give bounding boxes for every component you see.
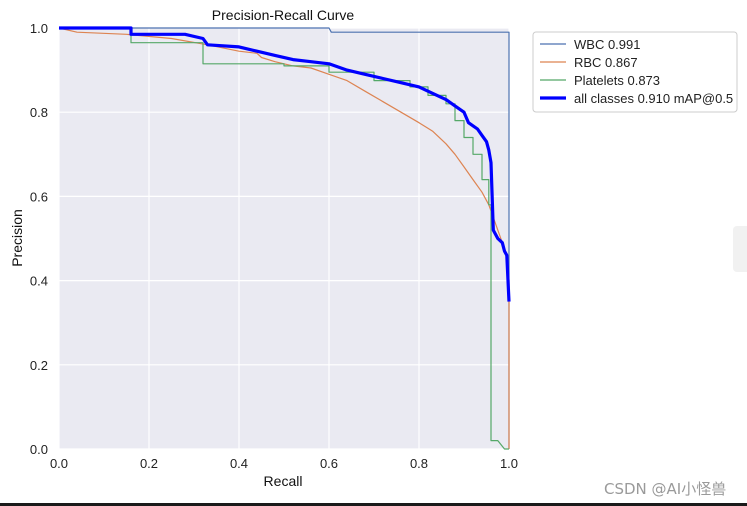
- x-axis-title: Recall: [264, 473, 303, 489]
- y-tick-label: 0.0: [30, 442, 48, 457]
- side-scroll-tab[interactable]: [733, 226, 747, 272]
- x-tick-label: 0.6: [320, 456, 338, 471]
- legend-label-2: Platelets 0.873: [574, 73, 660, 88]
- x-tick-label: 0.4: [230, 456, 248, 471]
- watermark: CSDN @AI小怪兽: [604, 480, 727, 498]
- legend-label-3: all classes 0.910 mAP@0.5: [574, 91, 733, 106]
- legend-label-1: RBC 0.867: [574, 55, 638, 70]
- legend-box: [532, 31, 738, 113]
- legend: WBC 0.991 RBC 0.867 Platelets 0.873 all cla…: [532, 31, 738, 113]
- series-line-0: [59, 27, 510, 449]
- y-tick-label: 0.4: [30, 274, 48, 289]
- y-tick-label: 0.2: [30, 358, 48, 373]
- x-tick-label: 0.2: [140, 456, 158, 471]
- x-tick-label: 0.0: [50, 456, 68, 471]
- y-tick-label: 1.0: [30, 21, 48, 36]
- bottom-bar: [0, 503, 747, 506]
- y-tick-label: 0.8: [30, 105, 48, 120]
- series-line-3: [59, 26, 511, 302]
- plot-area: [59, 28, 509, 449]
- series-lines: [58, 26, 511, 450]
- chart-title: Precision-Recall Curve: [212, 7, 355, 23]
- y-axis-title: Precision: [9, 209, 25, 267]
- x-tick-label: 0.8: [410, 456, 428, 471]
- x-tick-label: 1.0: [500, 456, 518, 471]
- y-tick-label: 0.6: [30, 189, 48, 204]
- legend-label-0: WBC 0.991: [574, 37, 640, 52]
- tick-labels: 0.0 0.2 0.4 0.6 0.8 1.0 0.0 0.2 0.4 0.6 0.8 1.0: [30, 21, 518, 471]
